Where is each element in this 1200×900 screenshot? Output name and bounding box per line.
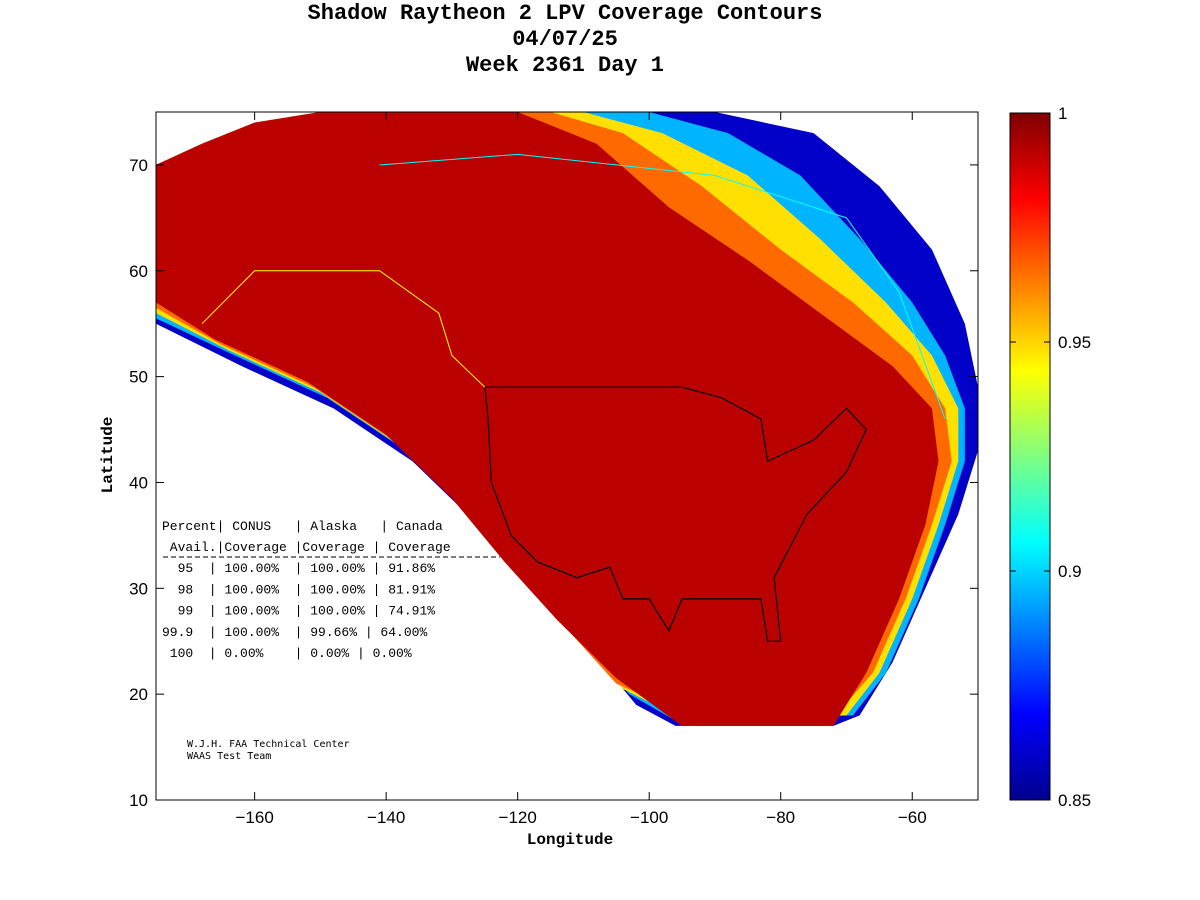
table-header-1: Percent| CONUS | Alaska | Canada (162, 519, 443, 534)
chart-week: Week 2361 Day 1 (465, 53, 665, 78)
x-tick-label: −160 (235, 808, 273, 827)
canada-boundary (379, 153, 946, 420)
y-tick-label: 50 (129, 368, 148, 387)
coverage-contour-4 (156, 112, 939, 726)
y-tick-label: 20 (129, 685, 148, 704)
service-volume-boundary (201, 270, 486, 388)
credit-line-1: W.J.H. FAA Technical Center (187, 739, 350, 750)
x-tick-label: −60 (898, 808, 927, 827)
table-row: 100 | 0.00% | 0.00% | 0.00% (162, 646, 412, 661)
y-tick-label: 40 (129, 473, 148, 492)
table-header-2: Avail.|Coverage |Coverage | Coverage (162, 540, 451, 555)
conus-outline (484, 386, 867, 642)
x-tick-label: −100 (630, 808, 668, 827)
x-tick-label: −140 (367, 808, 405, 827)
plot-frame (155, 111, 979, 801)
x-tick-label: −80 (766, 808, 795, 827)
colorbar (1009, 112, 1051, 801)
y-tick-label: 70 (129, 156, 148, 175)
table-row: 99.9 | 100.00% | 99.66% | 64.00% (162, 625, 427, 640)
table-row: 98 | 100.00% | 100.00% | 81.91% (162, 582, 435, 597)
x-axis-label: Longitude (527, 831, 613, 849)
colorbar-tick-label: 0.95 (1058, 333, 1091, 352)
credit-line-2: WAAS Test Team (187, 751, 271, 762)
table-row: 99 | 100.00% | 100.00% | 74.91% (162, 604, 435, 619)
table-row: 95 | 100.00% | 100.00% | 91.86% (162, 561, 435, 576)
y-axis-label: Latitude (99, 417, 117, 494)
chart-date: 04/07/25 (512, 27, 618, 52)
x-tick-label: −120 (499, 808, 537, 827)
y-tick-label: 10 (129, 791, 148, 810)
chart-title: Shadow Raytheon 2 LPV Coverage Contours (307, 1, 823, 26)
colorbar-tick-label: 1 (1058, 104, 1067, 123)
y-tick-label: 30 (129, 579, 148, 598)
colorbar-tick-label: 0.85 (1058, 791, 1091, 810)
colorbar-tick-label: 0.9 (1058, 562, 1082, 581)
y-tick-label: 60 (129, 262, 148, 281)
